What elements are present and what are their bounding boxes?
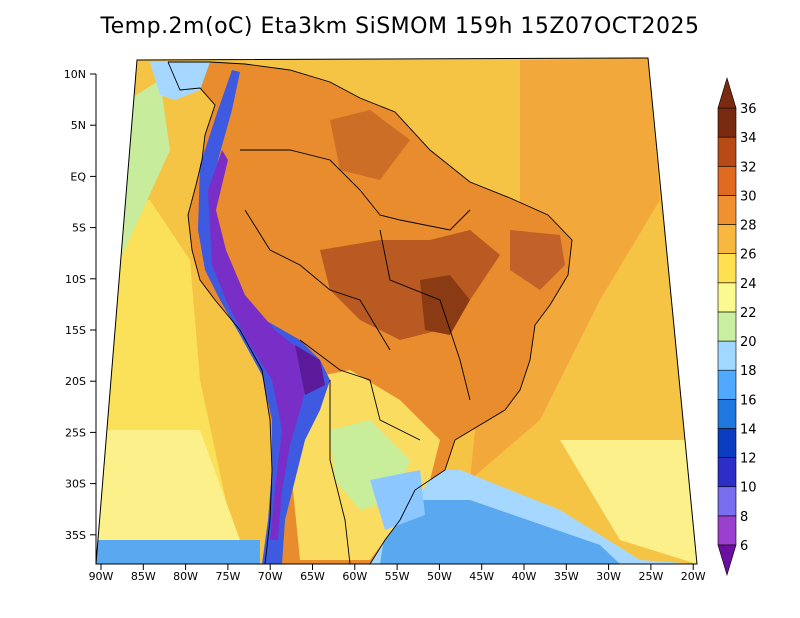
- color-bar-label: 22: [740, 306, 757, 321]
- color-bar-segment: [717, 369, 737, 400]
- altiplano-cold: [295, 345, 325, 395]
- color-bar-segment: [717, 399, 737, 429]
- y-tick-label: 15S: [65, 324, 86, 337]
- color-bar-label: 10: [740, 481, 757, 496]
- color-bar-segment: [717, 107, 737, 138]
- southern-pacific-cool: [96, 540, 260, 564]
- x-tick-label: 75W: [215, 570, 240, 583]
- country-borders: [167, 61, 573, 564]
- border-bolivia-paraguay: [299, 339, 421, 441]
- color-bar-segment: [717, 428, 737, 458]
- color-bar-label: 8: [740, 510, 748, 525]
- y-tick-label: 10N: [64, 68, 86, 81]
- color-bar-label: 28: [740, 219, 757, 234]
- andes-cold-strip: [198, 70, 330, 564]
- x-tick-label: 40W: [512, 570, 537, 583]
- color-bar-label: 34: [740, 131, 757, 146]
- amazon-warm-patch: [330, 110, 410, 180]
- y-tick-label: 10S: [65, 273, 86, 286]
- color-bar-label: 24: [740, 277, 757, 292]
- color-bar-segment: [717, 224, 737, 254]
- border-north: [240, 149, 471, 231]
- northeast-hot-patch: [510, 230, 565, 290]
- color-bar-segment: [717, 311, 737, 342]
- south-atlantic-colder: [380, 500, 620, 564]
- y-tick-label: 30S: [65, 478, 86, 491]
- x-tick-label: 55W: [385, 570, 410, 583]
- color-bar-label: 32: [740, 160, 757, 175]
- x-tick-label: 60W: [342, 570, 367, 583]
- uruguay-cool: [370, 470, 425, 530]
- x-tick-label: 85W: [131, 570, 156, 583]
- south-atlantic-yellow: [560, 440, 697, 564]
- pacific-south-yellow: [96, 430, 240, 560]
- border-argentina-chile: [329, 380, 351, 564]
- x-tick-label: 45W: [469, 570, 494, 583]
- color-bar-min-triangle: [717, 544, 737, 577]
- x-tick-label: 70W: [258, 570, 283, 583]
- color-bar-segment: [717, 165, 737, 196]
- temperature-field: [96, 58, 697, 564]
- x-axis: 90W 85W 80W 75W 70W 65W 60W 55W 50W 45W 40W 35W 30W 2…: [89, 563, 706, 583]
- y-axis: 10N 5N EQ 5S 10S 15S 20S 25S 30S 35S: [64, 68, 97, 564]
- color-bar: 6 8 10 12 14 16 18 20 22 24 26 28 30 32 34 36: [717, 76, 757, 577]
- color-bar-segment: [717, 457, 737, 488]
- color-bar-label: 18: [740, 364, 757, 379]
- map-title: Temp.2m(oC) Eta3km SiSMOM 159h 15Z07OCT2…: [100, 14, 700, 39]
- color-bar-label: 12: [740, 452, 757, 467]
- andes-coldest-strip: [208, 150, 310, 540]
- color-bar-label: 30: [740, 189, 757, 204]
- x-tick-label: 35W: [554, 570, 579, 583]
- color-bar-segment: [717, 340, 737, 371]
- x-tick-label: 25W: [638, 570, 663, 583]
- y-tick-label: 5S: [72, 222, 86, 235]
- y-tick-label: 20S: [65, 375, 86, 388]
- hottest-patch: [420, 275, 470, 335]
- color-bar-label: 14: [740, 422, 757, 437]
- color-bar-segment: [717, 282, 737, 313]
- panama-cool: [150, 62, 210, 100]
- y-tick-label: EQ: [70, 170, 86, 183]
- x-tick-label: 50W: [427, 570, 452, 583]
- color-bar-segment: [717, 136, 737, 167]
- y-tick-label: 35S: [65, 529, 86, 542]
- x-tick-label: 65W: [300, 570, 325, 583]
- border-brazil-states: [379, 229, 471, 401]
- color-bar-label: 16: [740, 393, 757, 408]
- color-bar-segment: [717, 486, 737, 517]
- x-tick-label: 30W: [596, 570, 621, 583]
- color-bar-segment: [717, 195, 737, 225]
- border-peru-bolivia: [244, 209, 391, 351]
- x-tick-label: 90W: [89, 570, 114, 583]
- color-bar-label: 26: [740, 248, 757, 263]
- color-bar-segment: [717, 515, 737, 546]
- color-bar-segment: [717, 253, 737, 284]
- color-bar-max-triangle: [717, 76, 737, 109]
- color-bar-label: 20: [740, 335, 757, 350]
- east-coastline: [168, 61, 573, 564]
- y-tick-label: 5N: [71, 119, 86, 132]
- west-coastline: [167, 61, 273, 564]
- y-tick-label: 25S: [65, 426, 86, 439]
- color-bar-label: 6: [740, 539, 748, 554]
- x-tick-label: 80W: [173, 570, 198, 583]
- color-bar-label: 36: [740, 102, 757, 117]
- x-tick-label: 20W: [681, 570, 706, 583]
